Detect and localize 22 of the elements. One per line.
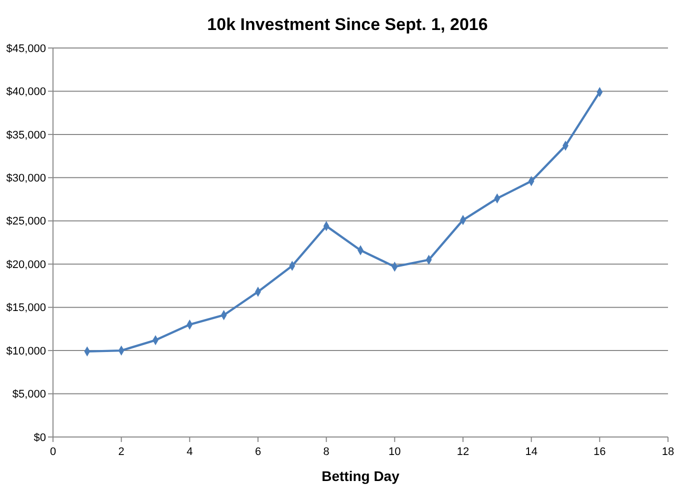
y-tick-label: $20,000 [6,258,46,271]
y-tick-label: $5,000 [12,388,46,401]
x-tick-label: 2 [118,446,124,458]
x-tick-label: 8 [323,446,330,458]
y-tick-label: $10,000 [6,345,46,358]
y-tick-label: $40,000 [6,86,46,98]
y-tick-label: $30,000 [6,172,46,185]
x-tick-label: 12 [456,446,470,458]
x-tick-label: 14 [525,446,538,458]
x-tick-label: 6 [254,446,262,458]
y-tick-label: $25,000 [6,216,46,228]
x-tick-label: 10 [388,446,401,458]
y-tick-label: $45,000 [6,42,46,55]
y-tick-label: $0 [34,432,46,444]
y-tick-label: $15,000 [6,302,46,314]
x-tick-label: 16 [594,446,606,458]
x-tick-label: 0 [50,446,56,458]
y-tick-label: $35,000 [6,129,46,142]
x-axis-title: Betting Day [322,468,400,484]
x-tick-label: 4 [186,446,193,458]
x-tick-label: 18 [662,446,674,458]
chart-title: 10k Investment Since Sept. 1, 2016 [207,15,488,34]
